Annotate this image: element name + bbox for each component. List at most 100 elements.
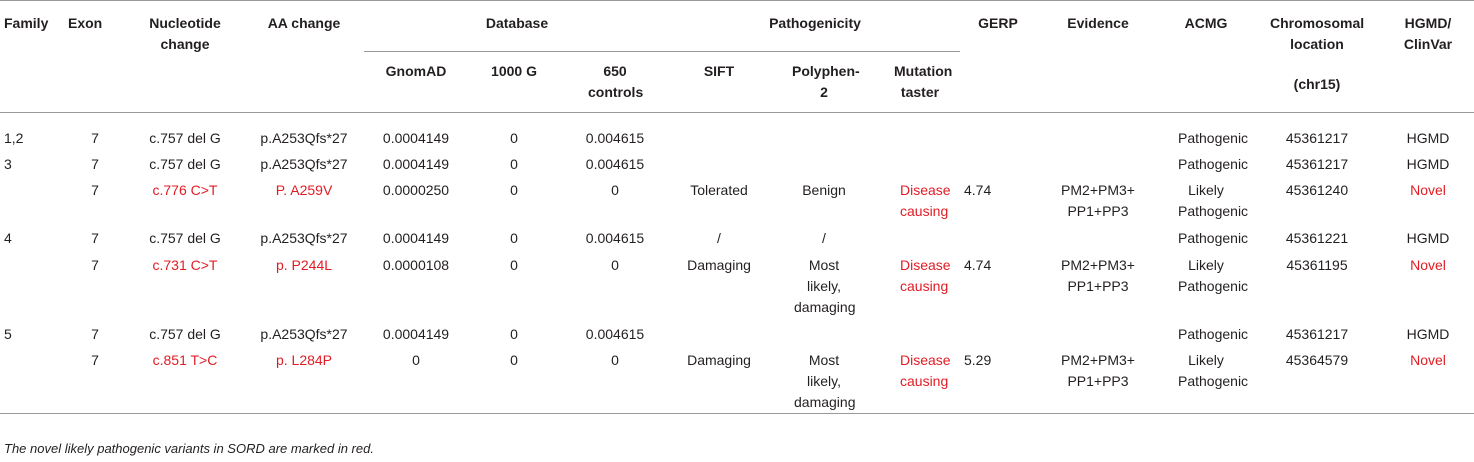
cell-evidence xyxy=(1036,149,1160,175)
cell-polyphen xyxy=(768,113,880,150)
cell-gnomad: 0.0004149 xyxy=(382,130,450,146)
header-650-controls: 650 controls xyxy=(588,63,644,100)
table-body: 1,2 7 c.757 del G p.A253Qfs*27 0.0004149 0 0.0… xyxy=(0,112,1474,414)
cell-controls: 0.004615 xyxy=(585,326,645,342)
cell-evidence: PM2+PM3+ PP1+PP3 xyxy=(1061,257,1135,294)
cell-acmg: Likely Pathogenic xyxy=(1178,182,1249,219)
cell-chrom: 45361217 xyxy=(1285,156,1349,172)
cell-controls: 0.004615 xyxy=(585,230,645,246)
cell-g1000: 0 xyxy=(510,257,518,273)
cell-polyphen: Most likely, damaging xyxy=(768,345,880,414)
header-pathogenicity: Pathogenicity xyxy=(670,0,960,52)
cell-gerp xyxy=(960,149,1036,175)
cell-evidence xyxy=(1036,318,1160,345)
cell-gerp xyxy=(960,318,1036,345)
cell-polyphen xyxy=(768,318,880,345)
cell-mutation: Disease causing xyxy=(900,182,951,219)
cell-sift xyxy=(670,149,768,175)
table-row: 3 7 c.757 del G p.A253Qfs*27 0.0004149 0 0.004… xyxy=(0,149,1474,175)
cell-exon: 7 xyxy=(64,345,126,414)
cell-controls: 0 xyxy=(560,345,670,414)
cell-mutation xyxy=(880,318,960,345)
cell-gerp: 4.74 xyxy=(964,182,992,198)
cell-evidence: PM2+PM3+ PP1+PP3 xyxy=(1061,182,1135,219)
table-row: 7 c.776 C>T P. A259V 0.0000250 0 0 Tolerated Be… xyxy=(0,175,1474,222)
cell-nucleotide: c.757 del G xyxy=(149,230,221,246)
header-gerp: GERP xyxy=(978,15,1018,31)
header-hgmd-clinvar: HGMD/ ClinVar xyxy=(1403,15,1453,52)
header-sift: SIFT xyxy=(703,63,735,79)
cell-aa: p. P244L xyxy=(275,257,333,273)
cell-mutation xyxy=(880,149,960,175)
cell-acmg: Pathogenic xyxy=(1178,130,1249,146)
table-row: 7 c.731 C>T p. P244L 0.0000108 0 0 Damaging Mos… xyxy=(0,249,1474,318)
cell-evidence xyxy=(1036,113,1160,150)
cell-aa: p.A253Qfs*27 xyxy=(260,156,348,172)
cell-sift: / xyxy=(717,230,721,246)
cell-gerp xyxy=(960,222,1036,249)
header-evidence: Evidence xyxy=(1067,15,1129,31)
cell-controls: 0 xyxy=(611,182,619,198)
cell-evidence xyxy=(1036,222,1160,249)
cell-family: 1,2 xyxy=(4,130,24,146)
cell-gnomad: 0.0004149 xyxy=(382,156,450,172)
cell-exon: 7 xyxy=(91,130,99,146)
cell-polyphen xyxy=(768,149,880,175)
cell-acmg: Pathogenic xyxy=(1178,156,1249,172)
table-row: 7 c.851 T>C p. L284P 0 0 0 Damaging Most likely… xyxy=(0,345,1474,414)
cell-exon: 7 xyxy=(91,182,99,198)
header-chromosomal-location-sub: (chr15) xyxy=(1293,76,1341,92)
cell-acmg: Likely Pathogenic xyxy=(1160,345,1252,414)
table-header: Family Exon Nucleotide change AA change … xyxy=(0,0,1474,113)
header-acmg: ACMG xyxy=(1184,15,1228,31)
cell-polyphen: Benign xyxy=(802,182,846,198)
cell-gnomad: 0.0004149 xyxy=(382,326,450,342)
cell-nucleotide: c.851 T>C xyxy=(126,345,244,414)
cell-mutation: Disease causing xyxy=(900,257,951,294)
cell-aa: p.A253Qfs*27 xyxy=(260,326,348,342)
cell-chrom: 45361217 xyxy=(1285,326,1349,342)
cell-chrom: 45361221 xyxy=(1285,230,1349,246)
cell-aa: p. L284P xyxy=(244,345,364,414)
cell-exon: 7 xyxy=(91,230,99,246)
cell-nucleotide: c.757 del G xyxy=(149,156,221,172)
cell-aa: p.A253Qfs*27 xyxy=(260,230,348,246)
header-1000g: 1000 G xyxy=(491,63,537,79)
cell-chrom: 45364579 xyxy=(1252,345,1382,414)
cell-nucleotide: c.757 del G xyxy=(149,130,221,146)
variant-table: Family Exon Nucleotide change AA change … xyxy=(0,0,1474,414)
cell-nucleotide: c.731 C>T xyxy=(152,257,218,273)
cell-family: 4 xyxy=(4,230,12,246)
cell-hgmd: Novel xyxy=(1410,182,1446,198)
cell-exon: 7 xyxy=(91,156,99,172)
cell-chrom: 45361217 xyxy=(1285,130,1349,146)
cell-g1000: 0 xyxy=(468,345,560,414)
header-database: Database xyxy=(364,0,670,52)
cell-polyphen: Most likely, damaging xyxy=(794,257,856,315)
header-family: Family xyxy=(4,15,49,31)
cell-polyphen: / xyxy=(822,230,826,246)
cell-exon: 7 xyxy=(91,326,99,342)
cell-mutation xyxy=(880,113,960,150)
cell-sift xyxy=(670,318,768,345)
cell-gnomad: 0.0004149 xyxy=(382,230,450,246)
header-aa-change: AA change xyxy=(267,15,341,31)
cell-g1000: 0 xyxy=(510,130,518,146)
table-row: 5 7 c.757 del G p.A253Qfs*27 0.0004149 0 0.004… xyxy=(0,318,1474,345)
cell-acmg: Pathogenic xyxy=(1178,230,1249,246)
cell-gerp: 5.29 xyxy=(960,345,1036,414)
cell-sift: Damaging xyxy=(687,257,751,273)
cell-g1000: 0 xyxy=(510,230,518,246)
cell-exon: 7 xyxy=(91,257,99,273)
cell-gnomad: 0 xyxy=(364,345,468,414)
cell-gerp: 4.74 xyxy=(964,257,992,273)
cell-nucleotide: c.757 del G xyxy=(149,326,221,342)
header-mutation-taster: Mutation taster xyxy=(894,63,953,100)
cell-family: 3 xyxy=(4,156,12,172)
header-chromosomal-location-label: Chromosomal location xyxy=(1270,15,1365,52)
cell-gerp xyxy=(960,113,1036,150)
cell-aa: p.A253Qfs*27 xyxy=(260,130,348,146)
header-polyphen: Polyphen-2 xyxy=(792,63,860,100)
table-row: 1,2 7 c.757 del G p.A253Qfs*27 0.0004149 0 0.0… xyxy=(0,113,1474,150)
